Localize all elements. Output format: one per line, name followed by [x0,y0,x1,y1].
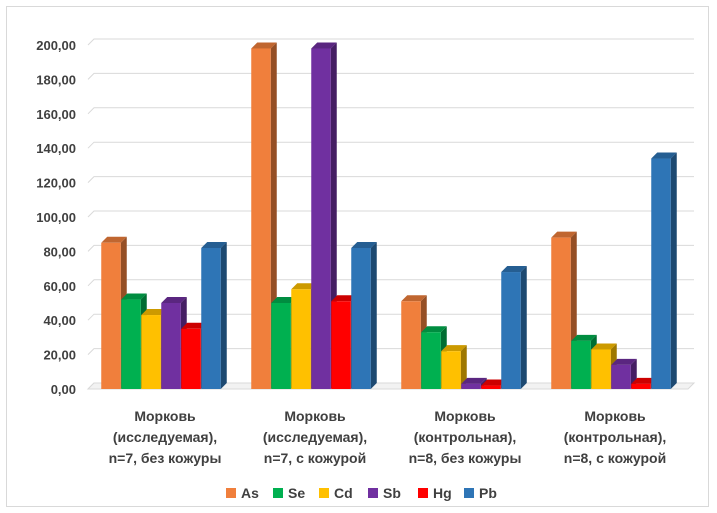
legend-item-Sb: Sb [368,485,401,501]
gridline [87,141,694,149]
legend-item-Se: Se [273,485,305,501]
category-label: Морковь (контрольная), n=8, с кожурой [564,408,667,466]
y-tick-label: 20,00 [43,348,76,363]
y-tick-label: 60,00 [43,279,76,294]
bar-Sb-4 [611,358,637,389]
y-tick-label: 80,00 [43,244,76,259]
y-axis: 0,00 20,00 40,00 60,00 80,00 100,00 120,00 140,… [36,38,76,397]
gridline [87,348,694,355]
legend-swatch [464,488,474,498]
gridline [87,38,694,46]
legend-item-Pb: Pb [464,485,497,501]
gridline [87,72,694,80]
gridline [87,279,694,287]
legend-label: Se [288,485,305,501]
bar-Pb-1 [201,241,227,389]
y-tick-label: 100,00 [36,210,76,225]
legend-label: Pb [479,485,497,501]
gridline [87,244,694,252]
y-tick-label: 160,00 [36,107,76,122]
legend-label: As [241,485,259,501]
legend-item-Cd: Cd [319,485,353,501]
category-label: Морковь (исследуемая), n=7, без кожуры [109,408,222,466]
legend-item-Hg: Hg [418,485,452,501]
legend-label: Hg [433,485,452,501]
legend-swatch [226,488,236,498]
legend-swatch [418,488,428,498]
legend-label: Sb [383,485,401,501]
bar-Cd-3 [441,345,467,389]
y-tick-label: 180,00 [36,72,76,87]
legend-swatch [368,488,378,498]
legend-swatch [273,488,283,498]
bar-Pb-3 [501,266,527,389]
bar-Pb-2 [351,241,377,389]
bars [101,42,677,389]
y-tick-label: 140,00 [36,141,76,156]
legend: As Se Cd Sb Hg Pb [226,485,497,501]
y-tick-label: 0,00 [51,382,76,397]
y-tick-label: 120,00 [36,176,76,191]
category-label: Морковь (контрольная), n=8, без кожуры [409,408,522,466]
gridline [87,313,694,321]
gridline [87,176,694,183]
bar-Pb-4 [651,152,677,389]
legend-label: Cd [334,485,353,501]
y-tick-label: 200,00 [36,38,76,53]
legend-item-As: As [226,485,259,501]
legend-swatch [319,488,329,498]
x-axis: Морковь (исследуемая), n=7, без кожуры Морк… [109,408,667,466]
gridline [87,107,694,115]
gridline [87,210,694,218]
category-label: Морковь (исследуемая), n=7, с кожурой [263,408,367,466]
y-tick-label: 40,00 [43,313,76,328]
